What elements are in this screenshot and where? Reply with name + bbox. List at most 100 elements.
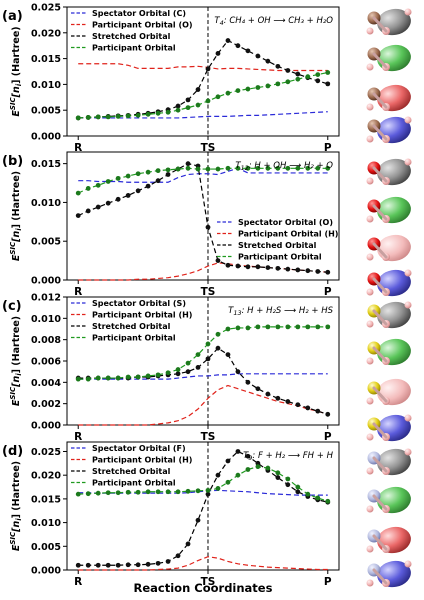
- data-point: [155, 110, 161, 116]
- data-point: [285, 324, 291, 330]
- data-point: [295, 165, 301, 171]
- data-point: [205, 491, 211, 497]
- chart-panel-a: 0.000 0.005 0.010 0.015 0.020 0.025 R TS P (a) ESI…: [2, 3, 340, 154]
- y-axis-label-part: E: [11, 110, 22, 117]
- y-tick-label: 0.010: [31, 314, 61, 325]
- data-point: [155, 372, 161, 378]
- data-point: [125, 173, 131, 179]
- data-point: [105, 200, 111, 206]
- y-axis-label-part: E: [11, 254, 22, 261]
- atom-hydrogen: [366, 320, 374, 328]
- y-tick-label: 0.000: [31, 132, 61, 143]
- data-point: [95, 182, 101, 188]
- data-point: [175, 553, 181, 559]
- data-point: [315, 324, 321, 330]
- legend-label: Spectator Orbital (O): [238, 218, 333, 227]
- data-point: [85, 186, 91, 191]
- legend-label: Stretched Orbital: [92, 32, 171, 41]
- series-line: [78, 262, 328, 281]
- data-point: [165, 172, 171, 177]
- data-point: [175, 103, 181, 109]
- data-point: [185, 541, 191, 547]
- y-axis-label: ESIC[ni] (Hartree): [9, 26, 23, 116]
- panel-label: (c): [2, 299, 22, 314]
- y-axis-label-part: ] (Hartree): [11, 461, 22, 519]
- data-point: [255, 53, 261, 59]
- atom-hydrogen: [366, 135, 374, 143]
- data-point: [135, 112, 141, 118]
- data-point: [315, 408, 321, 414]
- legend-label: Participant Orbital: [92, 44, 176, 53]
- data-point: [95, 375, 101, 381]
- x-tick-label: R: [74, 286, 82, 298]
- atom-hydrogen: [366, 27, 374, 35]
- data-point: [195, 517, 201, 523]
- data-point: [265, 165, 271, 171]
- data-point: [215, 51, 221, 56]
- data-point: [255, 85, 261, 90]
- data-point: [305, 165, 311, 171]
- data-point: [225, 90, 231, 96]
- atom-hydrogen: [404, 158, 412, 166]
- orbital-lobe: [377, 378, 411, 406]
- data-point: [285, 482, 291, 488]
- data-point: [195, 365, 201, 370]
- series-line: [78, 373, 328, 380]
- atom-hydrogen: [404, 414, 412, 422]
- reaction-label-rest: : F + H₂ ⟶ FH + H: [252, 451, 333, 461]
- data-point: [305, 268, 311, 274]
- data-point: [315, 78, 321, 84]
- atom-hydrogen: [366, 215, 374, 223]
- atom-hydrogen: [366, 63, 374, 71]
- data-point: [185, 488, 191, 494]
- data-point: [135, 562, 141, 568]
- data-point: [315, 165, 321, 171]
- data-point: [75, 491, 81, 497]
- data-point: [255, 324, 261, 330]
- data-point: [75, 190, 81, 196]
- panel-label: (d): [2, 444, 23, 459]
- data-point: [265, 465, 271, 471]
- data-point: [125, 562, 131, 568]
- y-tick-label: 0.002: [31, 399, 61, 410]
- data-point: [105, 490, 111, 496]
- data-point: [165, 559, 171, 564]
- y-tick-label: 0.015: [31, 494, 61, 505]
- data-point: [285, 476, 291, 482]
- y-tick-label: 0.008: [31, 335, 61, 346]
- data-point: [155, 178, 161, 184]
- legend-label: Spectator Orbital (F): [92, 444, 186, 453]
- data-point: [155, 489, 161, 495]
- y-axis-label-part: SIC: [9, 531, 17, 545]
- data-point: [75, 376, 81, 382]
- atom-hydrogen: [366, 103, 374, 111]
- data-point: [275, 63, 281, 69]
- data-point: [235, 325, 241, 331]
- data-point: [85, 115, 91, 120]
- data-point: [215, 166, 221, 172]
- data-point: [225, 479, 231, 485]
- legend-label: Stretched Orbital: [92, 322, 171, 331]
- data-point: [175, 371, 181, 377]
- atom-hydrogen: [404, 116, 412, 124]
- data-point: [285, 266, 291, 272]
- bond: [372, 568, 388, 585]
- x-tick-label: R: [74, 142, 82, 154]
- data-point: [245, 165, 251, 171]
- data-point: [295, 71, 301, 77]
- series-line: [78, 384, 328, 426]
- data-point: [185, 97, 191, 103]
- y-axis-label-part: i: [15, 228, 23, 231]
- x-tick-label: TS: [201, 576, 216, 588]
- bond: [372, 16, 388, 33]
- y-axis-label: ESIC[ni] (Hartree): [9, 316, 23, 406]
- y-axis-label: ESIC[ni] (Hartree): [9, 171, 23, 261]
- bond: [372, 422, 388, 439]
- orbital-lobe: [377, 486, 411, 514]
- data-point: [215, 331, 221, 337]
- atom-hydrogen: [366, 397, 374, 405]
- data-point: [235, 88, 241, 93]
- data-point: [245, 48, 251, 54]
- data-point: [235, 263, 241, 269]
